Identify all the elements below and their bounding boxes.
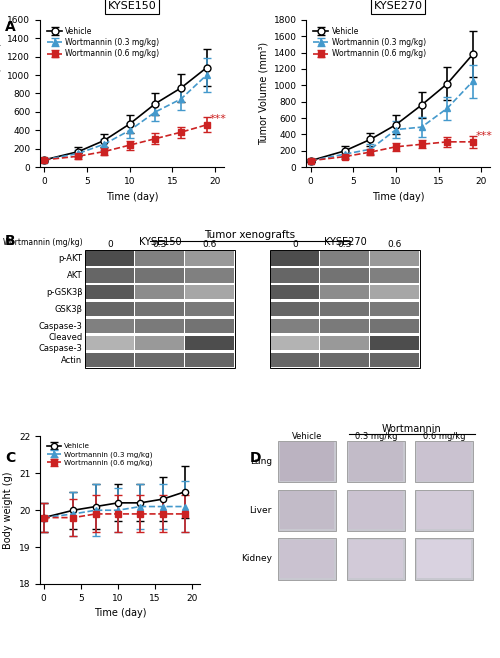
Text: Lung: Lung (250, 457, 272, 466)
Point (346, 430, 352, 438)
Bar (278, 538, 336, 580)
Text: 0.6: 0.6 (203, 240, 217, 249)
Text: KYSE270: KYSE270 (374, 1, 422, 11)
Text: 0: 0 (292, 240, 298, 249)
Text: 0.3: 0.3 (338, 240, 352, 249)
Text: C: C (5, 451, 15, 465)
Legend: Vehicle, Wortmannin (0.3 mg/kg), Wortmannin (0.6 mg/kg): Vehicle, Wortmannin (0.3 mg/kg), Wortman… (44, 24, 162, 61)
Text: B: B (5, 234, 15, 247)
Text: Actin: Actin (61, 355, 82, 365)
Bar (280, 491, 334, 530)
Text: 0: 0 (107, 240, 113, 249)
Text: Wortmannin (mg/kg): Wortmannin (mg/kg) (3, 238, 82, 247)
Text: 0.6: 0.6 (388, 240, 402, 249)
Text: p-AKT: p-AKT (58, 254, 82, 263)
Bar (278, 490, 336, 531)
Bar (418, 491, 472, 530)
Bar (418, 540, 472, 578)
Point (472, 430, 478, 438)
Bar (349, 540, 403, 578)
Text: Vehicle: Vehicle (292, 432, 322, 441)
Text: Cleaved
Caspase-3: Cleaved Caspase-3 (38, 334, 82, 353)
Text: Wortmannin: Wortmannin (381, 424, 441, 434)
Y-axis label: Body weight (g): Body weight (g) (3, 472, 13, 549)
Bar (418, 442, 472, 481)
Text: GSK3β: GSK3β (54, 305, 82, 314)
Bar (346, 441, 405, 482)
Text: Kidney: Kidney (241, 555, 272, 563)
Text: Tumor xenografts: Tumor xenografts (204, 230, 296, 240)
Text: ***: *** (209, 114, 226, 124)
Bar (346, 490, 405, 531)
Text: A: A (5, 20, 16, 34)
Bar (280, 442, 334, 481)
Text: 0.3: 0.3 (153, 240, 167, 249)
Bar (416, 538, 474, 580)
X-axis label: Time (day): Time (day) (372, 191, 424, 201)
Text: p-GSK3β: p-GSK3β (46, 288, 82, 297)
Bar (416, 490, 474, 531)
Text: D: D (250, 451, 262, 465)
Text: AKT: AKT (67, 271, 82, 280)
Text: KYSE150: KYSE150 (138, 237, 182, 247)
Text: KYSE270: KYSE270 (324, 237, 366, 247)
Bar (280, 540, 334, 578)
Text: Caspase-3: Caspase-3 (38, 322, 82, 331)
Bar (349, 491, 403, 530)
Text: Liver: Liver (250, 506, 272, 515)
Bar (416, 441, 474, 482)
Bar (349, 442, 403, 481)
Legend: Vehicle, Wortmannin (0.3 mg/kg), Wortmannin (0.6 mg/kg): Vehicle, Wortmannin (0.3 mg/kg), Wortman… (310, 24, 428, 61)
Y-axis label: Tumor Volume (mm³): Tumor Volume (mm³) (258, 42, 268, 145)
Text: ***: *** (476, 131, 492, 141)
Bar (278, 441, 336, 482)
Y-axis label: Tumor Volume (mm³): Tumor Volume (mm³) (0, 42, 2, 145)
X-axis label: Time (day): Time (day) (94, 608, 146, 619)
Text: KYSE150: KYSE150 (108, 1, 156, 11)
Legend: Vehicle, Wortmannin (0.3 mg/kg), Wortmannin (0.6 mg/kg): Vehicle, Wortmannin (0.3 mg/kg), Wortman… (44, 440, 155, 469)
Text: 0.3 mg/kg: 0.3 mg/kg (354, 432, 397, 441)
X-axis label: Time (day): Time (day) (106, 191, 158, 201)
Text: 0.6 mg/kg: 0.6 mg/kg (423, 432, 466, 441)
Bar (346, 538, 405, 580)
